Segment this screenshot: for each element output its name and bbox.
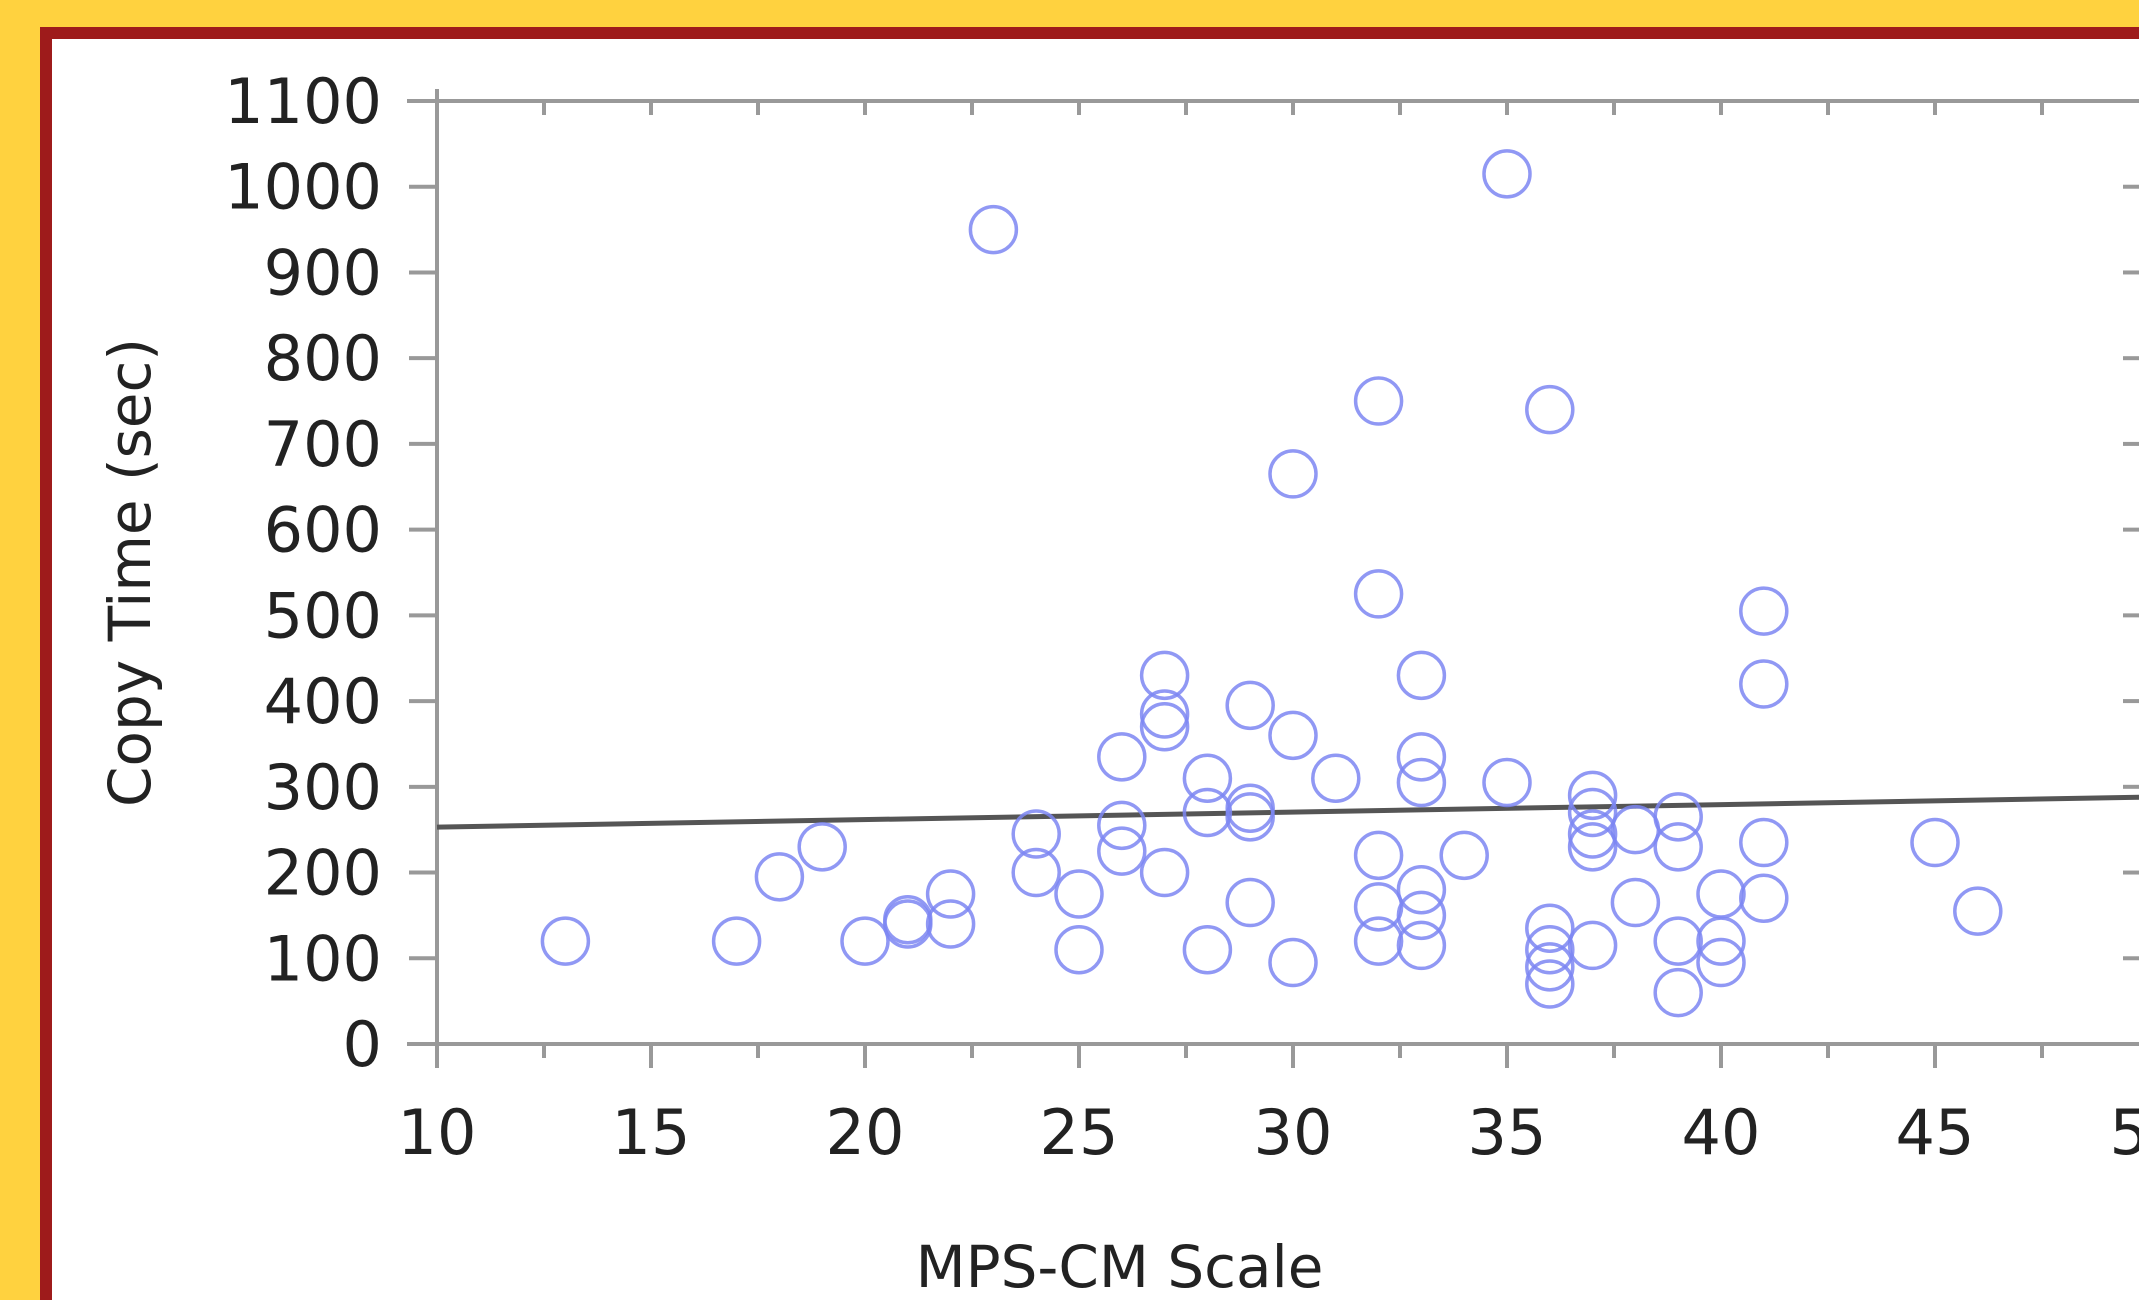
data-point: [1182, 753, 1233, 803]
data-point: [1482, 757, 1532, 808]
data-point: [1097, 826, 1147, 876]
x-tick-label: 30: [1254, 1096, 1333, 1169]
data-point: [1311, 753, 1361, 803]
data-point: [797, 822, 847, 872]
data-point: [1396, 650, 1447, 701]
data-point: [1139, 650, 1190, 701]
y-tick-label: 0: [343, 1008, 382, 1081]
data-point: [1225, 877, 1275, 928]
data-point: [754, 852, 805, 902]
y-tick-label: 600: [264, 494, 382, 567]
data-point: [1268, 937, 1318, 988]
data-point: [1525, 903, 1575, 954]
data-point: [1482, 149, 1532, 199]
data-point: [1396, 864, 1447, 915]
y-tick-label: 100: [264, 922, 382, 995]
data-point: [1653, 822, 1703, 872]
data-point: [1567, 770, 1618, 821]
data-point: [1567, 787, 1618, 838]
data-points: [540, 149, 2003, 1018]
y-tick-label: 800: [264, 322, 382, 395]
data-point: [1610, 804, 1661, 855]
data-point: [1653, 792, 1703, 842]
x-tick-label: 35: [1468, 1096, 1547, 1169]
data-point: [1567, 822, 1618, 872]
data-point: [925, 869, 976, 919]
data-point: [1054, 924, 1104, 975]
data-point: [1910, 817, 1960, 868]
trend-line: [436, 794, 2139, 830]
data-point: [1268, 710, 1318, 761]
data-point: [1696, 937, 1746, 988]
x-axis-title: MPS-CM Scale: [916, 1233, 1324, 1300]
x-tick-label: 10: [398, 1096, 477, 1169]
trend-line-group: [436, 794, 2139, 830]
data-point: [540, 916, 591, 966]
data-point: [711, 916, 762, 966]
data-point: [1097, 732, 1147, 782]
data-point: [968, 204, 1019, 255]
data-point: [1396, 757, 1447, 808]
data-point: [1739, 659, 1789, 709]
data-point: [1525, 924, 1575, 975]
data-point: [1739, 817, 1789, 868]
data-point: [1525, 959, 1575, 1009]
data-point: [1182, 787, 1233, 838]
y-tick-label: 700: [264, 408, 382, 481]
data-point: [883, 894, 933, 945]
y-tick-label: 200: [264, 837, 382, 910]
data-point: [1225, 680, 1275, 731]
data-point: [1182, 924, 1233, 975]
data-point: [1739, 586, 1789, 636]
data-point: [1054, 869, 1104, 919]
y-tick-label: 400: [264, 665, 382, 738]
x-tick-label: 15: [612, 1096, 691, 1169]
data-point: [1353, 376, 1404, 426]
data-point: [1353, 916, 1404, 966]
x-tick-label: 50: [2110, 1096, 2139, 1169]
y-tick-label: 500: [264, 579, 382, 652]
data-point: [1525, 942, 1575, 992]
y-tick-label: 900: [264, 236, 382, 309]
y-axis: 0 100 200 300 400 500 600 700 800 900 1000 1100: [224, 65, 2139, 1081]
data-point: [1525, 384, 1575, 435]
data-point: [1567, 809, 1618, 859]
data-point: [1268, 449, 1318, 499]
data-point: [1653, 967, 1703, 1018]
data-point: [1011, 809, 1061, 859]
data-point: [1439, 830, 1489, 881]
data-point: [883, 899, 933, 949]
data-point: [1396, 732, 1447, 782]
data-point: [1653, 916, 1703, 966]
data-point: [1696, 916, 1746, 966]
x-tick-label: 25: [1040, 1096, 1119, 1169]
data-point: [1139, 689, 1190, 739]
data-point: [1225, 792, 1275, 842]
data-point: [1011, 847, 1061, 898]
data-point: [1739, 873, 1789, 924]
data-point: [1353, 830, 1404, 881]
x-tick-label: 20: [826, 1096, 905, 1169]
data-point: [1139, 702, 1190, 752]
y-tick-label: 1000: [224, 151, 382, 224]
data-point: [1396, 920, 1447, 971]
data-point: [840, 916, 890, 966]
data-point: [925, 899, 976, 949]
x-tick-label: 45: [1896, 1096, 1975, 1169]
data-point: [1953, 886, 2003, 936]
y-axis-title: Copy Time (sec): [96, 338, 164, 807]
data-point: [1353, 569, 1404, 619]
data-point: [1396, 890, 1447, 941]
data-point: [1696, 869, 1746, 919]
chart-frame: 0 100 200 300 400 500 600 700 800 900 1000 1100 10 1…: [40, 27, 2139, 1300]
data-point: [1097, 800, 1147, 851]
x-axis: 10 15 20 25 30 35 40 45 50: [398, 99, 2139, 1169]
data-point: [1567, 920, 1618, 971]
data-point: [1610, 877, 1661, 928]
y-tick-label: 300: [264, 751, 382, 824]
y-tick-label: 1100: [224, 65, 382, 138]
x-tick-label: 40: [1682, 1096, 1761, 1169]
data-point: [1139, 847, 1190, 898]
